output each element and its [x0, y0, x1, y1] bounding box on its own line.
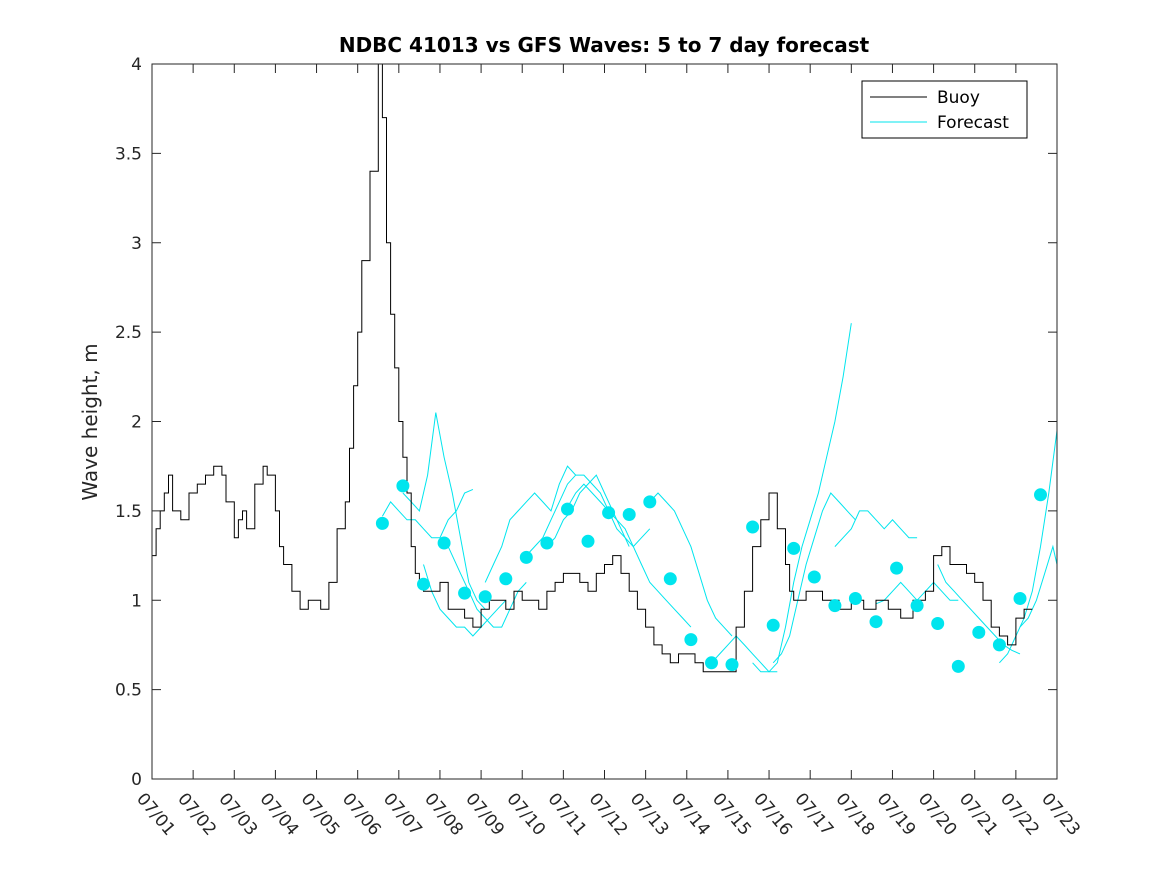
x-tick-label: 07/08 [420, 789, 467, 839]
forecast-marker [458, 586, 472, 600]
forecast-marker [519, 550, 533, 564]
x-tick-label: 07/02 [173, 789, 220, 839]
y-tick-label: 0 [131, 770, 142, 790]
forecast-line-13 [772, 492, 856, 664]
forecast-marker [890, 561, 904, 575]
forecast-line-11 [711, 635, 778, 673]
forecast-marker [766, 618, 780, 632]
forecast-marker [931, 617, 945, 630]
forecast-line-10 [649, 492, 733, 637]
forecast-line-6 [525, 474, 610, 556]
forecast-marker [622, 508, 636, 521]
series-layer [152, 63, 1058, 673]
y-tick-label: 4 [131, 55, 142, 75]
x-tick-label: 07/14 [667, 789, 714, 839]
forecast-line-2 [402, 412, 486, 610]
x-tick-label: 07/19 [873, 789, 920, 839]
x-tick-label: 07/23 [1037, 789, 1084, 839]
y-tick-label: 1 [131, 591, 142, 611]
x-tick-label: 07/16 [749, 789, 796, 839]
x-tick-label: 07/05 [297, 789, 344, 839]
forecast-marker [478, 590, 492, 604]
y-tick-label: 3 [131, 234, 142, 254]
forecast-marker [951, 659, 965, 673]
forecast-marker [910, 599, 924, 613]
forecast-line-18 [1019, 544, 1058, 628]
x-tick-label: 07/15 [708, 789, 755, 839]
forecast-marker [828, 599, 842, 613]
y-tick-label: 2.5 [115, 323, 142, 343]
forecast-line-1 [381, 488, 474, 539]
forecast-marker [540, 536, 554, 550]
x-tick-label: 07/11 [544, 789, 591, 839]
x-tick-label: 07/12 [585, 789, 632, 839]
x-tick-label: 07/06 [338, 789, 385, 839]
forecast-marker [581, 534, 595, 548]
y-tick-label: 0.5 [115, 681, 142, 701]
y-tick-label: 1.5 [115, 502, 142, 522]
forecast-marker [746, 520, 760, 534]
forecast-line-9 [608, 510, 692, 628]
legend-box [861, 80, 1028, 139]
forecast-marker [807, 570, 821, 584]
forecast-marker [602, 506, 616, 520]
forecast-marker [417, 577, 430, 591]
forecast-marker [992, 638, 1006, 652]
x-tick-label: 07/09 [461, 789, 508, 839]
forecast-line-17 [999, 430, 1058, 664]
forecast-marker [869, 615, 883, 629]
forecast-marker [684, 633, 698, 647]
forecast-line-14 [834, 510, 918, 547]
y-tick-label: 2 [131, 413, 142, 433]
x-tick-label: 07/20 [914, 789, 961, 839]
forecast-marker [396, 479, 410, 493]
forecast-marker [643, 495, 657, 509]
x-tick-label: 07/17 [790, 789, 837, 839]
forecast-marker [705, 656, 718, 670]
x-tick-label: 07/22 [996, 789, 1043, 839]
forecast-marker [561, 502, 574, 516]
plot-area [152, 64, 1057, 779]
forecast-marker [437, 536, 451, 550]
forecast-marker [375, 516, 389, 530]
x-tick-label: 07/18 [831, 789, 878, 839]
chart-title: NDBC 41013 vs GFS Waves: 5 to 7 day fore… [339, 33, 870, 57]
x-tick-label: 07/21 [955, 789, 1002, 839]
buoy-line [152, 63, 1033, 673]
forecast-line-5 [484, 465, 577, 583]
legend-label-buoy: Buoy [937, 88, 980, 108]
x-tick-label: 07/04 [256, 789, 303, 839]
forecast-line-3 [423, 564, 507, 637]
forecast-line-7 [546, 474, 630, 547]
legend: Buoy Forecast [861, 80, 1028, 139]
forecast-marker [848, 592, 862, 605]
forecast-marker [663, 572, 677, 586]
x-tick-label: 07/13 [626, 789, 673, 839]
x-tick-label: 07/07 [379, 789, 426, 839]
forecast-line-12 [752, 323, 852, 673]
forecast-line-16 [937, 564, 1021, 655]
legend-label-forecast: Forecast [937, 113, 1009, 133]
y-axis-label: Wave height, m [78, 343, 102, 500]
forecast-marker [972, 625, 986, 639]
forecast-marker [1013, 592, 1027, 605]
forecast-marker [725, 658, 739, 672]
y-tick-label: 3.5 [115, 144, 142, 164]
forecast-line-4 [443, 537, 527, 628]
forecast-marker [1034, 488, 1047, 502]
x-tick-label: 07/10 [502, 789, 549, 839]
forecast-marker [499, 572, 513, 586]
x-tick-label: 07/01 [132, 789, 179, 839]
forecast-marker [787, 541, 801, 555]
x-tick-label: 07/03 [214, 789, 261, 839]
